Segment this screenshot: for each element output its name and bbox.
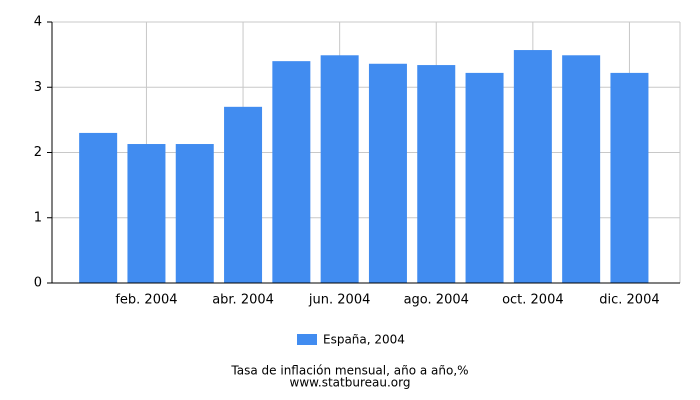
bar bbox=[368, 63, 407, 284]
legend-label: España, 2004 bbox=[323, 333, 405, 347]
y-tick-label: 1 bbox=[34, 210, 42, 225]
bar bbox=[320, 55, 359, 284]
x-tick-label: ago. 2004 bbox=[404, 293, 469, 308]
bar bbox=[175, 144, 214, 283]
bar bbox=[465, 72, 504, 284]
bar bbox=[79, 132, 118, 283]
chart-title: Tasa de inflación mensual, año a año,% bbox=[230, 364, 468, 378]
bar bbox=[562, 55, 601, 284]
y-tick-label: 2 bbox=[34, 145, 42, 160]
legend-swatch bbox=[297, 334, 317, 345]
bar bbox=[224, 106, 263, 283]
x-tick-label: abr. 2004 bbox=[212, 293, 274, 308]
x-tick-label: dic. 2004 bbox=[599, 293, 659, 308]
x-tick-label: oct. 2004 bbox=[502, 293, 564, 308]
x-tick-label: jun. 2004 bbox=[308, 293, 370, 308]
bar bbox=[127, 144, 166, 283]
x-tick-label: feb. 2004 bbox=[115, 293, 177, 308]
bar bbox=[272, 61, 311, 284]
bar bbox=[610, 72, 649, 284]
bar bbox=[513, 50, 552, 284]
y-tick-label: 0 bbox=[34, 276, 42, 291]
bar bbox=[417, 65, 456, 283]
chart-subtitle: www.statbureau.org bbox=[290, 376, 411, 390]
y-tick-label: 3 bbox=[34, 80, 42, 95]
y-tick-label: 4 bbox=[34, 15, 42, 30]
